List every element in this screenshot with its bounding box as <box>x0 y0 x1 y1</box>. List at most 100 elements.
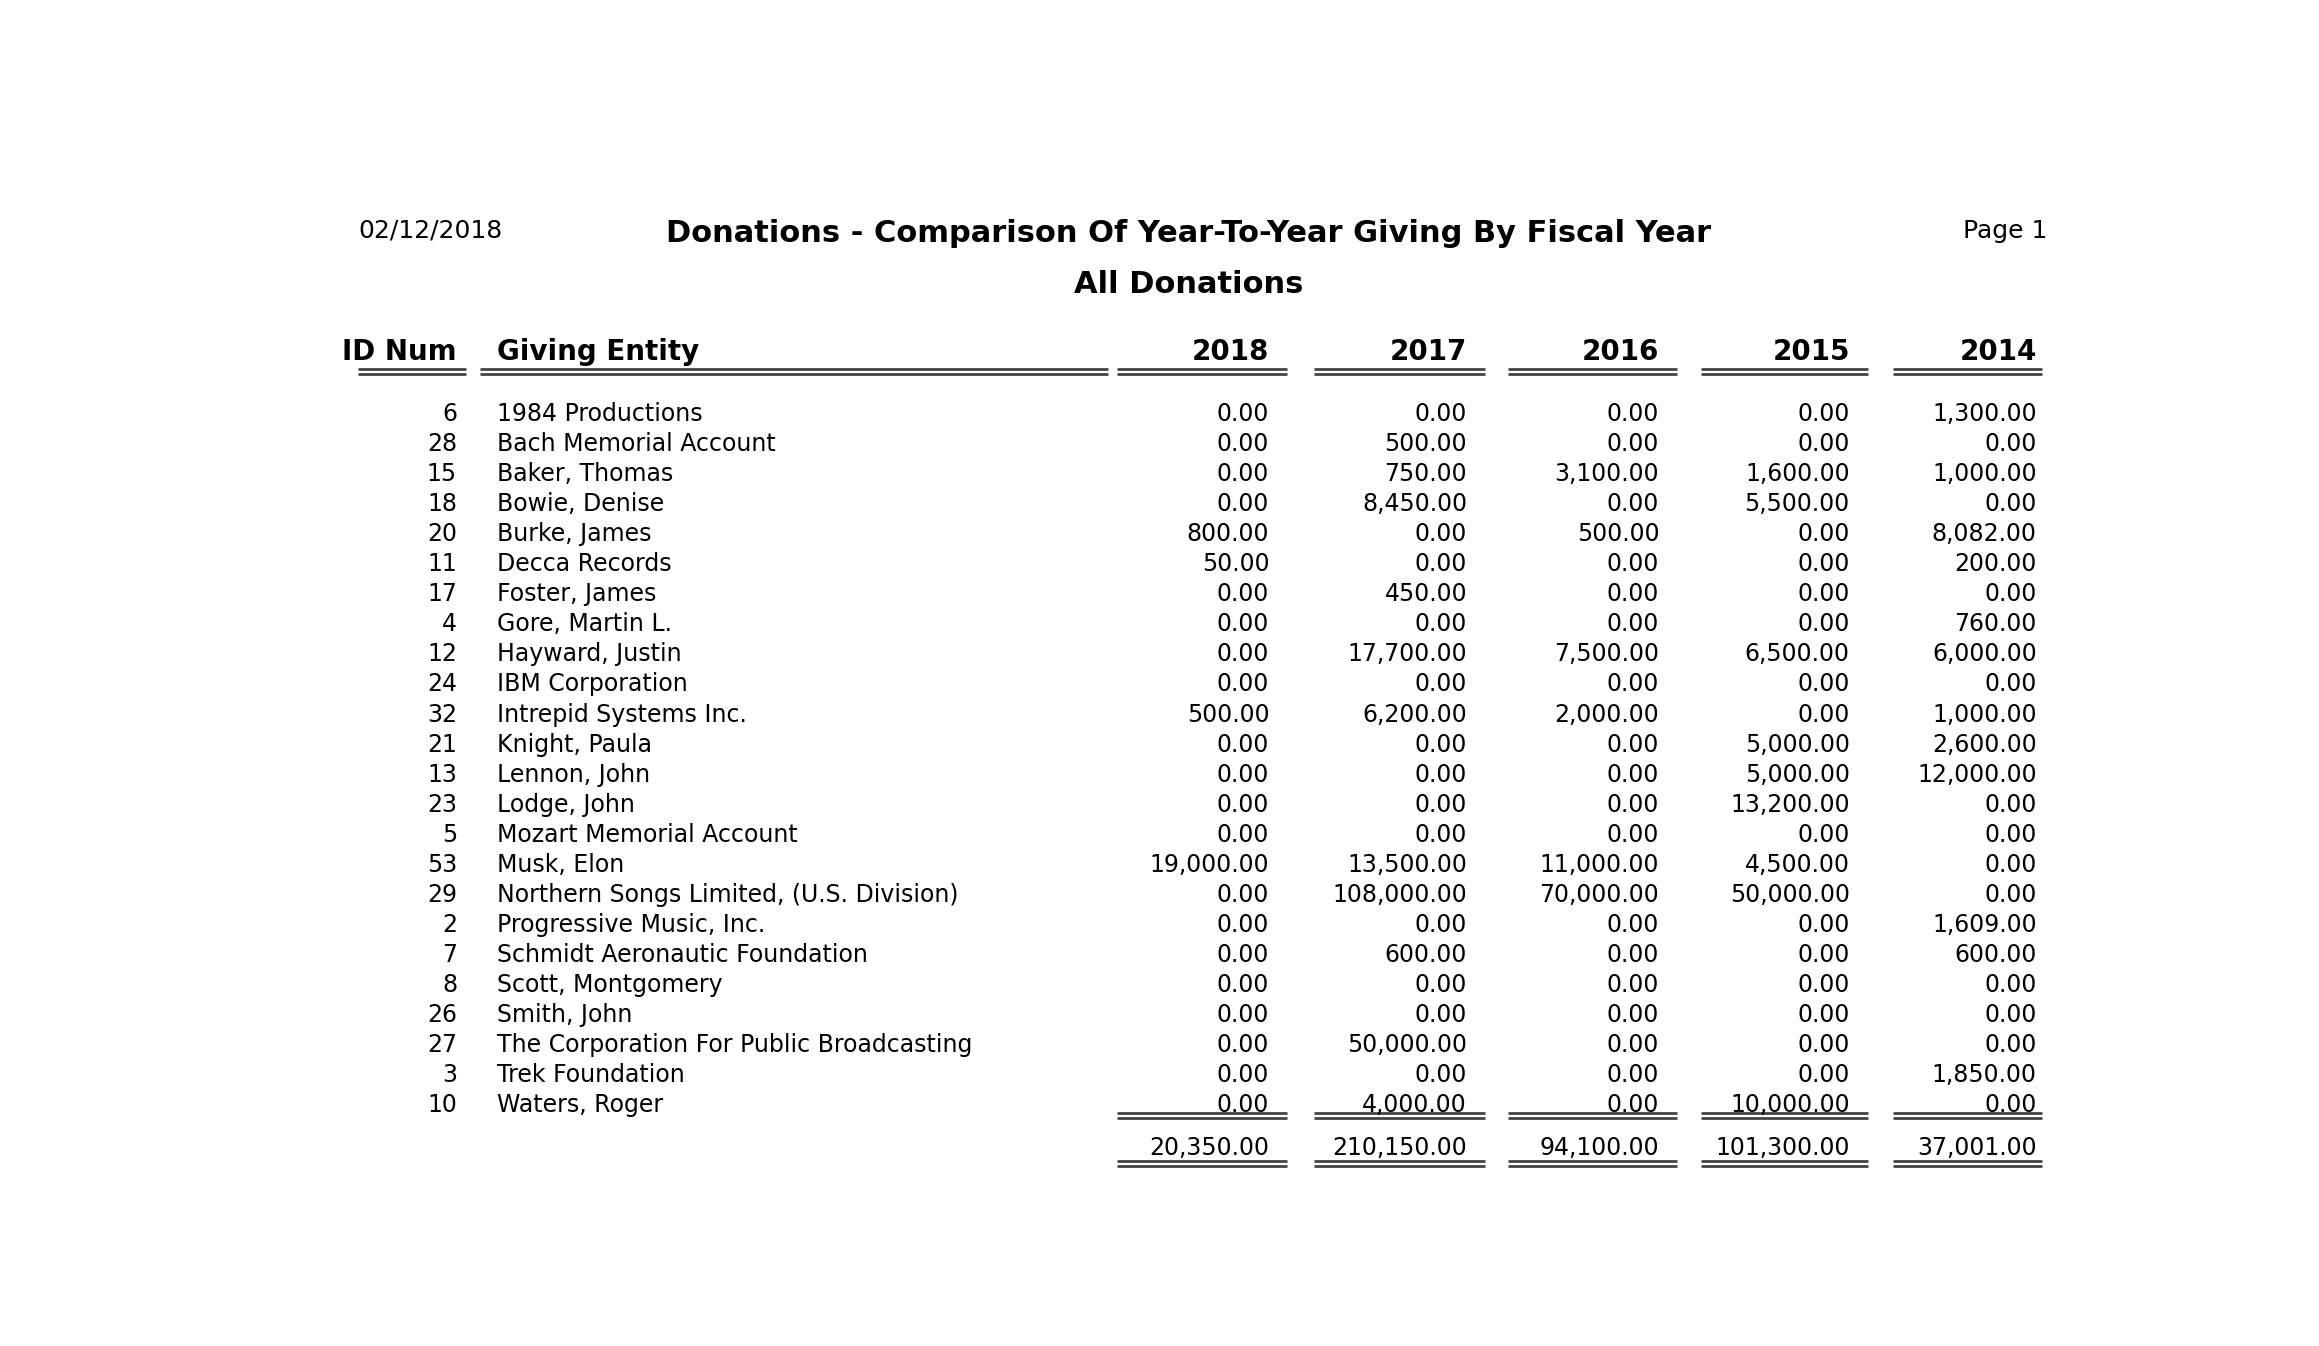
Text: 19,000.00: 19,000.00 <box>1150 853 1268 876</box>
Text: 0.00: 0.00 <box>1985 793 2036 817</box>
Text: 0.00: 0.00 <box>1217 822 1268 847</box>
Text: 11: 11 <box>427 552 457 576</box>
Text: 0.00: 0.00 <box>1607 944 1660 966</box>
Text: 101,300.00: 101,300.00 <box>1716 1136 1851 1160</box>
Text: 0.00: 0.00 <box>1415 793 1468 817</box>
Text: 5,000.00: 5,000.00 <box>1744 763 1851 786</box>
Text: 0.00: 0.00 <box>1217 913 1268 937</box>
Text: 750.00: 750.00 <box>1384 462 1468 486</box>
Text: Bowie, Denise: Bowie, Denise <box>496 493 663 516</box>
Text: 0.00: 0.00 <box>1797 402 1851 425</box>
Text: 0.00: 0.00 <box>1607 432 1660 456</box>
Text: 1,000.00: 1,000.00 <box>1932 703 2036 727</box>
Text: 760.00: 760.00 <box>1955 612 2036 637</box>
Text: Bach Memorial Account: Bach Memorial Account <box>496 432 775 456</box>
Text: Page 1: Page 1 <box>1964 218 2048 242</box>
Text: 210,150.00: 210,150.00 <box>1333 1136 1468 1160</box>
Text: 0.00: 0.00 <box>1217 432 1268 456</box>
Text: 0.00: 0.00 <box>1797 432 1851 456</box>
Text: Burke, James: Burke, James <box>496 522 652 546</box>
Text: 0.00: 0.00 <box>1415 973 1468 997</box>
Text: 0.00: 0.00 <box>1985 432 2036 456</box>
Text: 15: 15 <box>427 462 457 486</box>
Text: 0.00: 0.00 <box>1217 642 1268 666</box>
Text: 50,000.00: 50,000.00 <box>1347 1034 1468 1057</box>
Text: 6,200.00: 6,200.00 <box>1361 703 1468 727</box>
Text: 0.00: 0.00 <box>1217 402 1268 425</box>
Text: 0.00: 0.00 <box>1217 1034 1268 1057</box>
Text: 0.00: 0.00 <box>1797 522 1851 546</box>
Text: 7,500.00: 7,500.00 <box>1554 642 1660 666</box>
Text: 6: 6 <box>443 402 457 425</box>
Text: 2017: 2017 <box>1389 338 1468 366</box>
Text: 50,000.00: 50,000.00 <box>1730 883 1851 907</box>
Text: 4,000.00: 4,000.00 <box>1361 1093 1468 1117</box>
Text: Lennon, John: Lennon, John <box>496 763 649 786</box>
Text: 0.00: 0.00 <box>1607 493 1660 516</box>
Text: 0.00: 0.00 <box>1797 673 1851 696</box>
Text: 0.00: 0.00 <box>1607 1063 1660 1088</box>
Text: Foster, James: Foster, James <box>496 583 656 606</box>
Text: 0.00: 0.00 <box>1607 552 1660 576</box>
Text: 8,450.00: 8,450.00 <box>1361 493 1468 516</box>
Text: 0.00: 0.00 <box>1415 402 1468 425</box>
Text: 32: 32 <box>427 703 457 727</box>
Text: 0.00: 0.00 <box>1217 673 1268 696</box>
Text: 0.00: 0.00 <box>1985 1003 2036 1027</box>
Text: 0.00: 0.00 <box>1607 1034 1660 1057</box>
Text: 0.00: 0.00 <box>1415 612 1468 637</box>
Text: 0.00: 0.00 <box>1217 1093 1268 1117</box>
Text: 21: 21 <box>427 732 457 756</box>
Text: 0.00: 0.00 <box>1415 1063 1468 1088</box>
Text: 6,000.00: 6,000.00 <box>1932 642 2036 666</box>
Text: 2,600.00: 2,600.00 <box>1932 732 2036 756</box>
Text: 1984 Productions: 1984 Productions <box>496 402 703 425</box>
Text: 5,500.00: 5,500.00 <box>1744 493 1851 516</box>
Text: 0.00: 0.00 <box>1217 944 1268 966</box>
Text: 2015: 2015 <box>1772 338 1851 366</box>
Text: 500.00: 500.00 <box>1577 522 1660 546</box>
Text: 0.00: 0.00 <box>1797 913 1851 937</box>
Text: 600.00: 600.00 <box>1955 944 2036 966</box>
Text: 20: 20 <box>427 522 457 546</box>
Text: 0.00: 0.00 <box>1607 402 1660 425</box>
Text: 4,500.00: 4,500.00 <box>1744 853 1851 876</box>
Text: 37,001.00: 37,001.00 <box>1918 1136 2036 1160</box>
Text: Northern Songs Limited, (U.S. Division): Northern Songs Limited, (U.S. Division) <box>496 883 958 907</box>
Text: 1,850.00: 1,850.00 <box>1932 1063 2036 1088</box>
Text: 0.00: 0.00 <box>1985 1093 2036 1117</box>
Text: 13,200.00: 13,200.00 <box>1730 793 1851 817</box>
Text: 10,000.00: 10,000.00 <box>1730 1093 1851 1117</box>
Text: 4: 4 <box>443 612 457 637</box>
Text: 12,000.00: 12,000.00 <box>1918 763 2036 786</box>
Text: 5,000.00: 5,000.00 <box>1744 732 1851 756</box>
Text: 1,609.00: 1,609.00 <box>1932 913 2036 937</box>
Text: 500.00: 500.00 <box>1187 703 1268 727</box>
Text: 10: 10 <box>427 1093 457 1117</box>
Text: ID Num: ID Num <box>343 338 457 366</box>
Text: 2018: 2018 <box>1192 338 1268 366</box>
Text: 1,000.00: 1,000.00 <box>1932 462 2036 486</box>
Text: 0.00: 0.00 <box>1607 1003 1660 1027</box>
Text: 0.00: 0.00 <box>1415 552 1468 576</box>
Text: Trek Foundation: Trek Foundation <box>496 1063 684 1088</box>
Text: 0.00: 0.00 <box>1797 1034 1851 1057</box>
Text: Smith, John: Smith, John <box>496 1003 633 1027</box>
Text: 0.00: 0.00 <box>1985 493 2036 516</box>
Text: 0.00: 0.00 <box>1607 913 1660 937</box>
Text: 0.00: 0.00 <box>1415 822 1468 847</box>
Text: IBM Corporation: IBM Corporation <box>496 673 686 696</box>
Text: 94,100.00: 94,100.00 <box>1540 1136 1660 1160</box>
Text: Decca Records: Decca Records <box>496 552 670 576</box>
Text: Donations - Comparison Of Year-To-Year Giving By Fiscal Year: Donations - Comparison Of Year-To-Year G… <box>666 218 1711 248</box>
Text: 0.00: 0.00 <box>1797 612 1851 637</box>
Text: 17,700.00: 17,700.00 <box>1347 642 1468 666</box>
Text: 13: 13 <box>427 763 457 786</box>
Text: Baker, Thomas: Baker, Thomas <box>496 462 673 486</box>
Text: 0.00: 0.00 <box>1797 583 1851 606</box>
Text: Musk, Elon: Musk, Elon <box>496 853 624 876</box>
Text: Lodge, John: Lodge, John <box>496 793 635 817</box>
Text: Scott, Montgomery: Scott, Montgomery <box>496 973 721 997</box>
Text: 0.00: 0.00 <box>1607 973 1660 997</box>
Text: 450.00: 450.00 <box>1384 583 1468 606</box>
